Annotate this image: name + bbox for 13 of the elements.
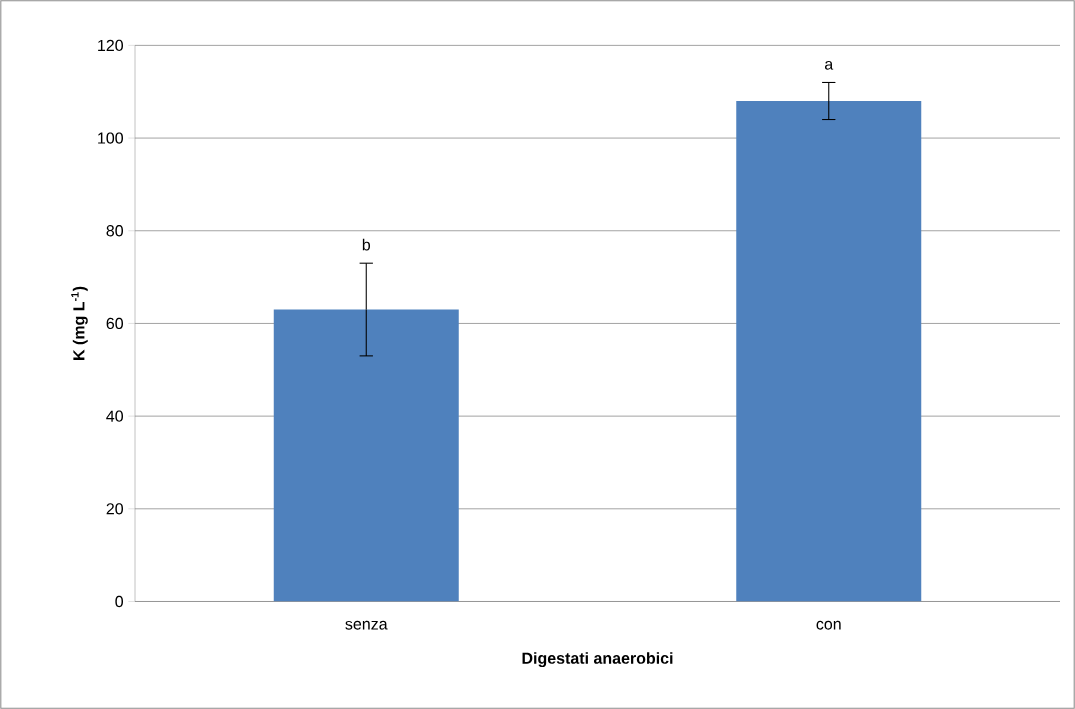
y-tick-label: 120 <box>98 39 124 52</box>
y-tick-label: 40 <box>106 410 124 422</box>
y-tick-label: 0 <box>115 595 124 608</box>
annotation: b <box>362 238 371 251</box>
x-tick-label: senza <box>345 620 388 630</box>
y-tick-label: 20 <box>106 503 124 515</box>
y-axis-title: K (mg L$^{-1}$) <box>71 286 88 360</box>
annotation: a <box>824 60 834 70</box>
x-tick-label: con <box>816 620 841 630</box>
y-tick-label: 80 <box>106 225 124 237</box>
x-axis-title: Digestati anaerobici <box>522 652 673 668</box>
y-tick-label: 100 <box>98 132 124 144</box>
y-tick-label: 60 <box>106 317 124 330</box>
